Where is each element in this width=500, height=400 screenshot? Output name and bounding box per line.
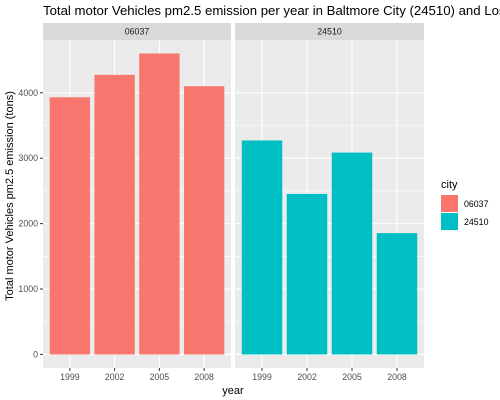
x-tick-label: 2002 — [297, 372, 317, 382]
y-tick-label: 3000 — [18, 153, 38, 163]
y-tick-label: 4000 — [18, 88, 38, 98]
x-tick-label: 2005 — [342, 372, 362, 382]
x-tick-label: 2008 — [387, 372, 407, 382]
panel-06037: 06037 1999 2002 2005 2008 — [43, 23, 231, 382]
x-tick-label: 2005 — [150, 372, 170, 382]
bar-24510-2008 — [376, 233, 418, 355]
y-tick-label: 0 — [33, 349, 38, 359]
x-tick-label: 1999 — [252, 372, 272, 382]
y-tick-label: 2000 — [18, 219, 38, 229]
bar-24510-2005 — [331, 152, 373, 355]
panels-layer: 06037 1999 2002 2005 2008 24510 1999 2002 2005 20… — [43, 23, 424, 382]
legend-key-24510 — [441, 213, 458, 230]
facet-strip — [43, 23, 231, 40]
legend-key-06037 — [441, 195, 458, 212]
facet-strip — [235, 23, 424, 40]
bar-24510-2002 — [286, 193, 328, 355]
x-tick-label: 1999 — [60, 372, 80, 382]
y-tick-label: 1000 — [18, 284, 38, 294]
legend-label-06037: 06037 — [464, 199, 489, 209]
y-axis: 0 1000 2000 3000 4000 — [18, 88, 43, 359]
chart-title: Total motor Vehicles pm2.5 emission per … — [43, 3, 500, 18]
bar-06037-2008 — [184, 86, 225, 355]
x-tick-label: 2002 — [105, 372, 125, 382]
facet-strip-label: 24510 — [317, 27, 342, 37]
bar-06037-1999 — [49, 97, 90, 355]
facet-strip-label: 06037 — [125, 27, 150, 37]
bar-06037-2005 — [139, 53, 180, 355]
panel-24510: 24510 1999 2002 2005 2008 — [235, 23, 424, 382]
legend-title: city — [441, 179, 458, 191]
legend-label-24510: 24510 — [464, 217, 489, 227]
x-tick-label: 2008 — [194, 372, 214, 382]
bar-06037-2002 — [94, 74, 135, 355]
x-axis-title: year — [222, 385, 244, 397]
legend-keys: 06037 24510 — [441, 195, 489, 230]
legend: city 06037 24510 — [441, 179, 489, 230]
bar-24510-1999 — [241, 140, 283, 355]
y-axis-title: Total motor Vehicles pm2.5 emission (ton… — [4, 91, 16, 301]
